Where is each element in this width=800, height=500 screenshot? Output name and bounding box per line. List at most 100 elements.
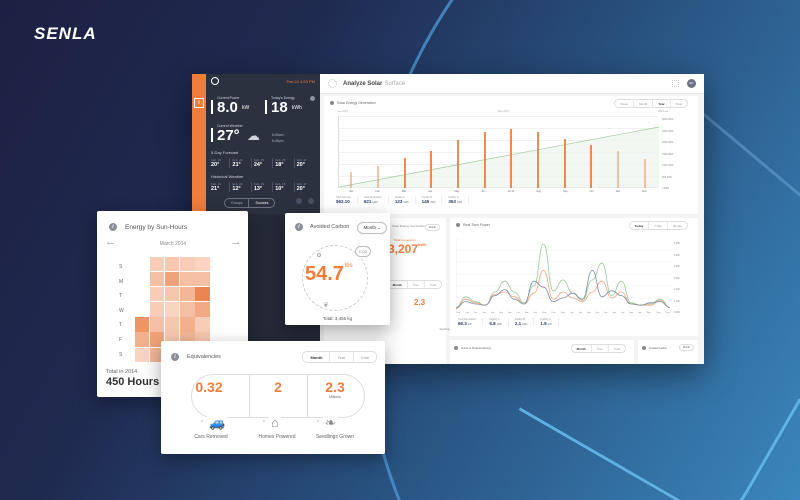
app-window: ‹ Feb 22 4:53 PM Current Power 8.0 kW To… <box>192 74 704 364</box>
avoided-carbon-mini-card: Avoided Carbon Month <box>638 340 698 364</box>
car-icon: 🚙 <box>207 415 228 431</box>
heat-cell[interactable] <box>165 257 180 272</box>
carbon-value: 54.7lbs <box>305 263 353 285</box>
prev-year-link[interactable]: ⟵ 2013 <box>338 110 348 113</box>
heat-cell[interactable] <box>195 302 210 317</box>
card-title: Avoided Carbon <box>310 224 350 230</box>
heat-cell[interactable] <box>195 257 210 272</box>
heat-cell[interactable] <box>150 317 165 332</box>
prev-month-arrow-icon[interactable]: ⟵ <box>107 241 115 247</box>
sunrise-time: 6:45am <box>271 133 284 137</box>
main-header: Analyze Solar Surface EP <box>320 74 704 94</box>
bar <box>563 138 566 188</box>
leaf-icon: ❦ <box>323 302 329 309</box>
sun-logo-icon <box>328 79 337 88</box>
heat-cell[interactable] <box>150 347 165 362</box>
heat-cell[interactable] <box>165 302 180 317</box>
heat-cell[interactable] <box>165 317 180 332</box>
tab-month[interactable]: Month <box>632 100 652 107</box>
apps-grid-icon[interactable] <box>672 80 679 87</box>
info-icon <box>330 101 334 105</box>
heat-cell[interactable] <box>150 332 165 347</box>
bar <box>376 166 379 188</box>
heat-cell[interactable] <box>180 287 195 302</box>
current-year: Year 2014 <box>497 110 509 113</box>
orange-side-strip: ‹ <box>192 74 206 214</box>
carbon-total: Total: 3,456 kg <box>322 316 353 321</box>
bar <box>456 140 459 188</box>
homes-powered-value: 2 <box>274 379 282 395</box>
settings-gear-icon[interactable] <box>310 96 315 101</box>
todays-energy-stat: Today's Energy 18 kWh <box>265 96 315 116</box>
heat-cell[interactable] <box>165 272 180 287</box>
solar-summary: Total Savings $62.10 Total Production 621 … <box>336 196 470 204</box>
rt-period-control[interactable]: Today 7-day 30-day <box>628 221 688 230</box>
tab-year[interactable]: Year <box>652 100 669 107</box>
collapse-arrow-icon[interactable]: ‹ <box>194 98 204 108</box>
tab-month[interactable]: Month <box>310 354 323 360</box>
forecast-row: Feb. 23 20° Feb. 24 21° Feb. 25 24° Feb. 26… <box>206 158 320 168</box>
historical-row: Feb. 21 21° Feb. 20 12° Feb. 19 13° Feb. 18… <box>206 182 320 192</box>
bar-chart <box>338 116 659 188</box>
tab-year[interactable]: Year <box>329 352 352 362</box>
heat-cell[interactable] <box>165 287 180 302</box>
settings-icon[interactable] <box>308 198 314 204</box>
equivalencies-card: i Equivalencies Month Year Total 0.32 2 2… <box>161 341 385 454</box>
co2-cloud-icon: CO2 <box>355 246 371 257</box>
groups-tab[interactable]: Groups <box>231 201 243 205</box>
groups-sources-toggle[interactable]: Groups Sources <box>224 198 276 208</box>
tab-30day[interactable]: 30-day <box>666 222 687 229</box>
bar <box>536 131 539 188</box>
tab-today[interactable]: Today <box>634 223 644 228</box>
heat-cell[interactable] <box>135 317 150 332</box>
bar <box>616 150 619 188</box>
heat-cell[interactable] <box>195 287 210 302</box>
bar <box>430 150 433 188</box>
heat-cell[interactable] <box>135 287 149 301</box>
user-avatar[interactable]: EP <box>687 79 696 88</box>
bar <box>510 129 513 188</box>
heat-cell[interactable] <box>180 317 195 332</box>
heat-cell[interactable] <box>195 317 210 332</box>
heat-cell[interactable] <box>150 302 165 317</box>
tab-total[interactable]: Total <box>669 100 687 107</box>
clock-icon <box>317 253 321 257</box>
carbon-ring <box>302 245 368 311</box>
heat-cell[interactable] <box>195 272 210 287</box>
heat-cell[interactable] <box>135 347 150 362</box>
heat-cell[interactable] <box>135 272 149 286</box>
tab-7day[interactable]: 7-day <box>648 222 667 229</box>
next-year-link[interactable]: 2015 ⟶ <box>658 110 668 113</box>
sources-tab[interactable]: Sources <box>248 199 274 207</box>
info-icon[interactable]: i <box>171 353 179 361</box>
actual-vs-predicted-card: Actual vs Predicted Energy Month Year To… <box>450 340 634 364</box>
heat-cell[interactable] <box>135 302 149 316</box>
equivalencies-period-control[interactable]: Month Year Total <box>302 351 377 363</box>
total-value: 450 Hours <box>106 376 160 388</box>
heat-cell[interactable] <box>180 272 195 287</box>
tab-total[interactable]: Total <box>352 352 376 362</box>
next-month-arrow-icon[interactable]: ⟶ <box>231 241 239 247</box>
bars <box>338 116 658 188</box>
historical-title: Historical Weather <box>211 174 244 179</box>
generation-dropdown[interactable]: Month <box>425 224 440 231</box>
heat-cell[interactable] <box>135 257 149 271</box>
avoided-carbon-dropdown[interactable]: Month <box>679 344 694 351</box>
period-dropdown[interactable]: Month ⌄ <box>357 222 387 234</box>
heat-cell[interactable] <box>180 257 195 272</box>
info-icon[interactable]: i <box>109 223 117 231</box>
heat-cell[interactable] <box>150 287 165 302</box>
search-icon[interactable] <box>296 198 302 204</box>
heat-cell[interactable] <box>150 272 165 287</box>
solar-generation-card: Solar Energy Generation Week Month Year … <box>324 96 698 214</box>
period-segmented-control[interactable]: Week Month Year Total <box>614 99 688 108</box>
heat-cell[interactable] <box>180 302 195 317</box>
heat-cell[interactable] <box>135 332 150 347</box>
bar <box>403 158 406 188</box>
forecast-title: 5-Day Forecast <box>211 150 239 155</box>
tab-week[interactable]: Week <box>620 101 628 106</box>
heat-cell[interactable] <box>150 257 165 272</box>
realtime-power-card: Real-Time Power Today 7-day 30-day 6 kW 5… <box>450 218 698 336</box>
info-icon <box>642 346 646 350</box>
info-icon[interactable]: i <box>295 223 303 231</box>
